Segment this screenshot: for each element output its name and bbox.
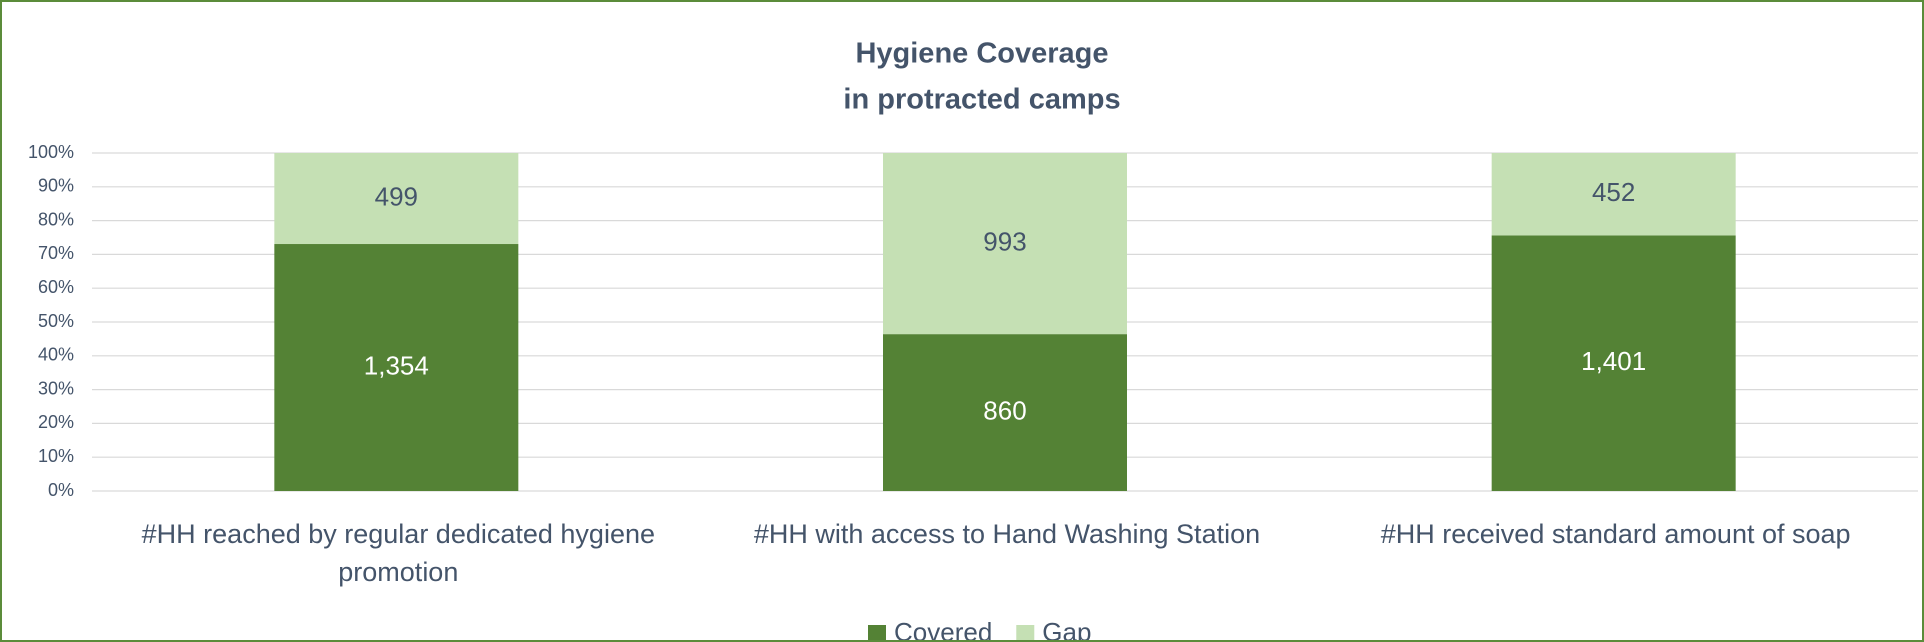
bar-segment [274,153,519,245]
data-label: 452 [1592,177,1635,207]
y-tick-label: 0% [48,480,74,500]
legend-label: Gap [1042,617,1091,640]
x-tick-label: #HH reached by regular dedicated hygiene… [141,519,655,587]
y-tick-label: 20% [38,412,74,432]
data-label: 1,354 [364,350,429,380]
bar-segment [1491,235,1736,491]
legend-label: Covered [894,617,992,640]
y-tick-label: 50% [38,311,74,331]
y-tick-label: 90% [38,176,74,196]
bar-segment [883,334,1127,491]
x-tick-label: #HH with access to Hand Washing Station [753,519,1261,549]
bar-segment [274,244,519,491]
data-label: 860 [983,395,1026,425]
legend-swatch [1016,625,1035,640]
chart-title: Hygiene Coverage [855,38,1108,70]
bar-segment [1491,153,1736,236]
bar-segment [883,153,1127,335]
y-tick-label: 100% [28,142,74,162]
y-tick-label: 80% [38,209,74,229]
y-tick-label: 30% [38,378,74,398]
data-label: 993 [983,226,1026,256]
y-tick-label: 10% [38,446,74,466]
x-tick-label: #HH received standard amount of soap [1380,519,1851,549]
legend-swatch [868,625,886,640]
data-label: 499 [375,181,418,211]
y-tick-label: 60% [38,277,74,297]
data-label: 1,401 [1581,346,1646,376]
y-tick-label: 70% [38,243,74,263]
chart-title: in protracted camps [843,84,1120,116]
y-tick-label: 40% [38,345,74,365]
